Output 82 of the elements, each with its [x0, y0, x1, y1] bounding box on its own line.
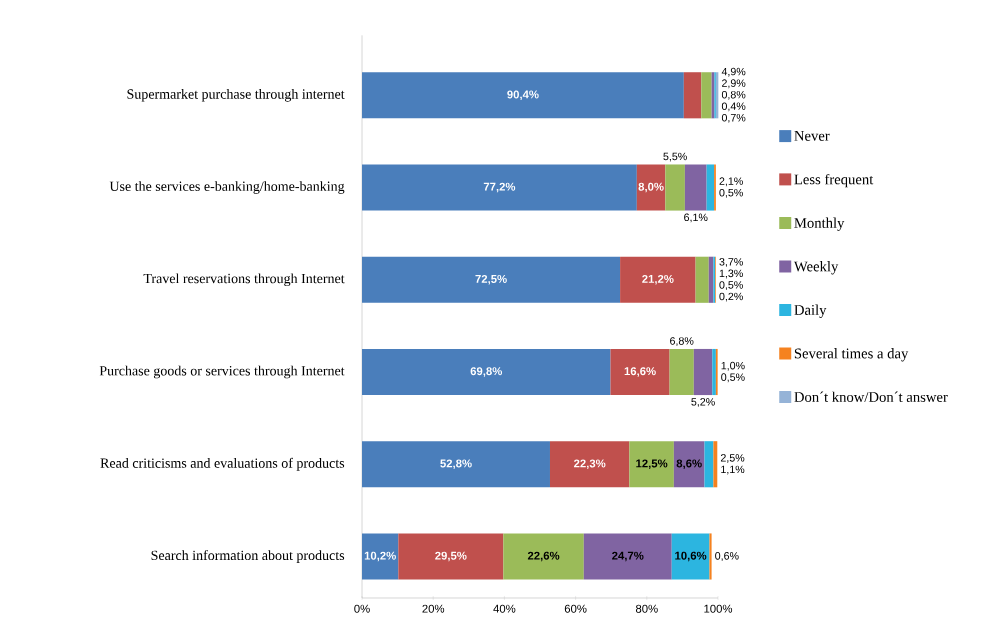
legend-label: Never: [794, 130, 830, 141]
data-label: 1,0%: [721, 361, 745, 371]
data-label: 0,8%: [721, 90, 746, 100]
data-label: 22,6%: [527, 551, 560, 562]
data-label: 8,0%: [638, 182, 664, 193]
data-label: 69,8%: [470, 367, 503, 377]
data-label: 1,3%: [719, 269, 743, 279]
x-tick-label: 40%: [493, 604, 516, 613]
data-label: 90,4%: [507, 90, 539, 101]
data-label: 2,5%: [720, 454, 745, 463]
data-label: 21,2%: [642, 274, 674, 285]
data-label: 4,9%: [721, 67, 746, 77]
data-label: 22,3%: [574, 459, 606, 470]
data-label: 0,7%: [721, 113, 746, 123]
bar: [709, 533, 712, 580]
data-label: 10,6%: [675, 551, 707, 562]
x-tick-label: 80%: [635, 604, 658, 613]
x-tick-label: 0%: [354, 604, 370, 613]
data-label: 77,2%: [483, 182, 516, 193]
bar: [503, 533, 584, 580]
data-label: 0,6%: [715, 552, 739, 561]
legend-label: Monthly: [794, 217, 845, 231]
bar: [665, 164, 685, 211]
legend-label: Less frequent: [794, 173, 874, 188]
data-label: 0,4%: [721, 102, 746, 112]
x-tick-label: 100%: [704, 604, 733, 613]
data-label: 16,6%: [624, 367, 656, 377]
data-label: 6,1%: [684, 213, 708, 223]
bar: [704, 441, 714, 488]
data-label: 24,7%: [612, 551, 644, 562]
data-label: 72,5%: [475, 274, 507, 285]
data-label: 10,2%: [364, 551, 396, 562]
bar: [706, 164, 715, 211]
bar: [695, 256, 709, 303]
data-label: 6,8%: [670, 337, 694, 346]
bar: [673, 441, 705, 488]
y-tick-label: Use the services e-banking/home-banking: [109, 181, 345, 194]
bar: [713, 441, 718, 488]
y-tick-label: Purchase goods or services through Internet: [99, 365, 345, 379]
x-tick-label: 60%: [564, 604, 587, 613]
y-tick-label: Supermarket purchase through internet: [127, 88, 345, 102]
bar: [693, 348, 713, 396]
data-label: 0,5%: [721, 373, 745, 383]
data-label: 5,5%: [663, 152, 687, 162]
data-label: 2,1%: [719, 177, 743, 187]
bar: [362, 164, 637, 211]
bar: [362, 441, 550, 488]
legend-label: Don´t know/Don´t answer: [794, 391, 948, 402]
bar: [620, 256, 696, 303]
legend-label: Daily: [794, 304, 827, 318]
data-label: 0,5%: [719, 188, 743, 198]
data-label: 3,7%: [719, 258, 743, 267]
bar: [701, 72, 712, 119]
bar: [362, 256, 621, 303]
bar: [583, 533, 672, 580]
data-label: 2,9%: [722, 79, 746, 89]
data-label: 8,6%: [676, 459, 702, 470]
bar: [636, 164, 666, 211]
y-tick-label: Read criticisms and evaluations of products: [100, 457, 345, 471]
y-tick-label: Travel reservations through Internet: [143, 273, 345, 287]
bar: [549, 441, 630, 488]
data-label: 12,5%: [636, 459, 668, 470]
data-label: 5,2%: [691, 398, 715, 407]
bar: [398, 533, 504, 580]
data-label: 0,2%: [719, 292, 743, 302]
data-label: 0,5%: [719, 281, 743, 290]
legend-label: Weekly: [793, 261, 839, 275]
legend-label: Several times a day: [794, 348, 909, 362]
bar: [629, 441, 674, 488]
bar: [671, 533, 710, 580]
bar: [362, 348, 611, 396]
x-tick-label: 20%: [422, 604, 445, 613]
data-label: 1,1%: [721, 465, 745, 475]
bar: [362, 72, 684, 119]
bar: [669, 348, 694, 396]
data-label: 52,8%: [440, 459, 472, 470]
bar: [610, 348, 670, 396]
bar: [362, 533, 399, 580]
bar: [683, 72, 702, 119]
y-tick-label: Search information about products: [151, 550, 345, 563]
bar: [684, 164, 707, 211]
data-label: 29,5%: [435, 551, 467, 562]
